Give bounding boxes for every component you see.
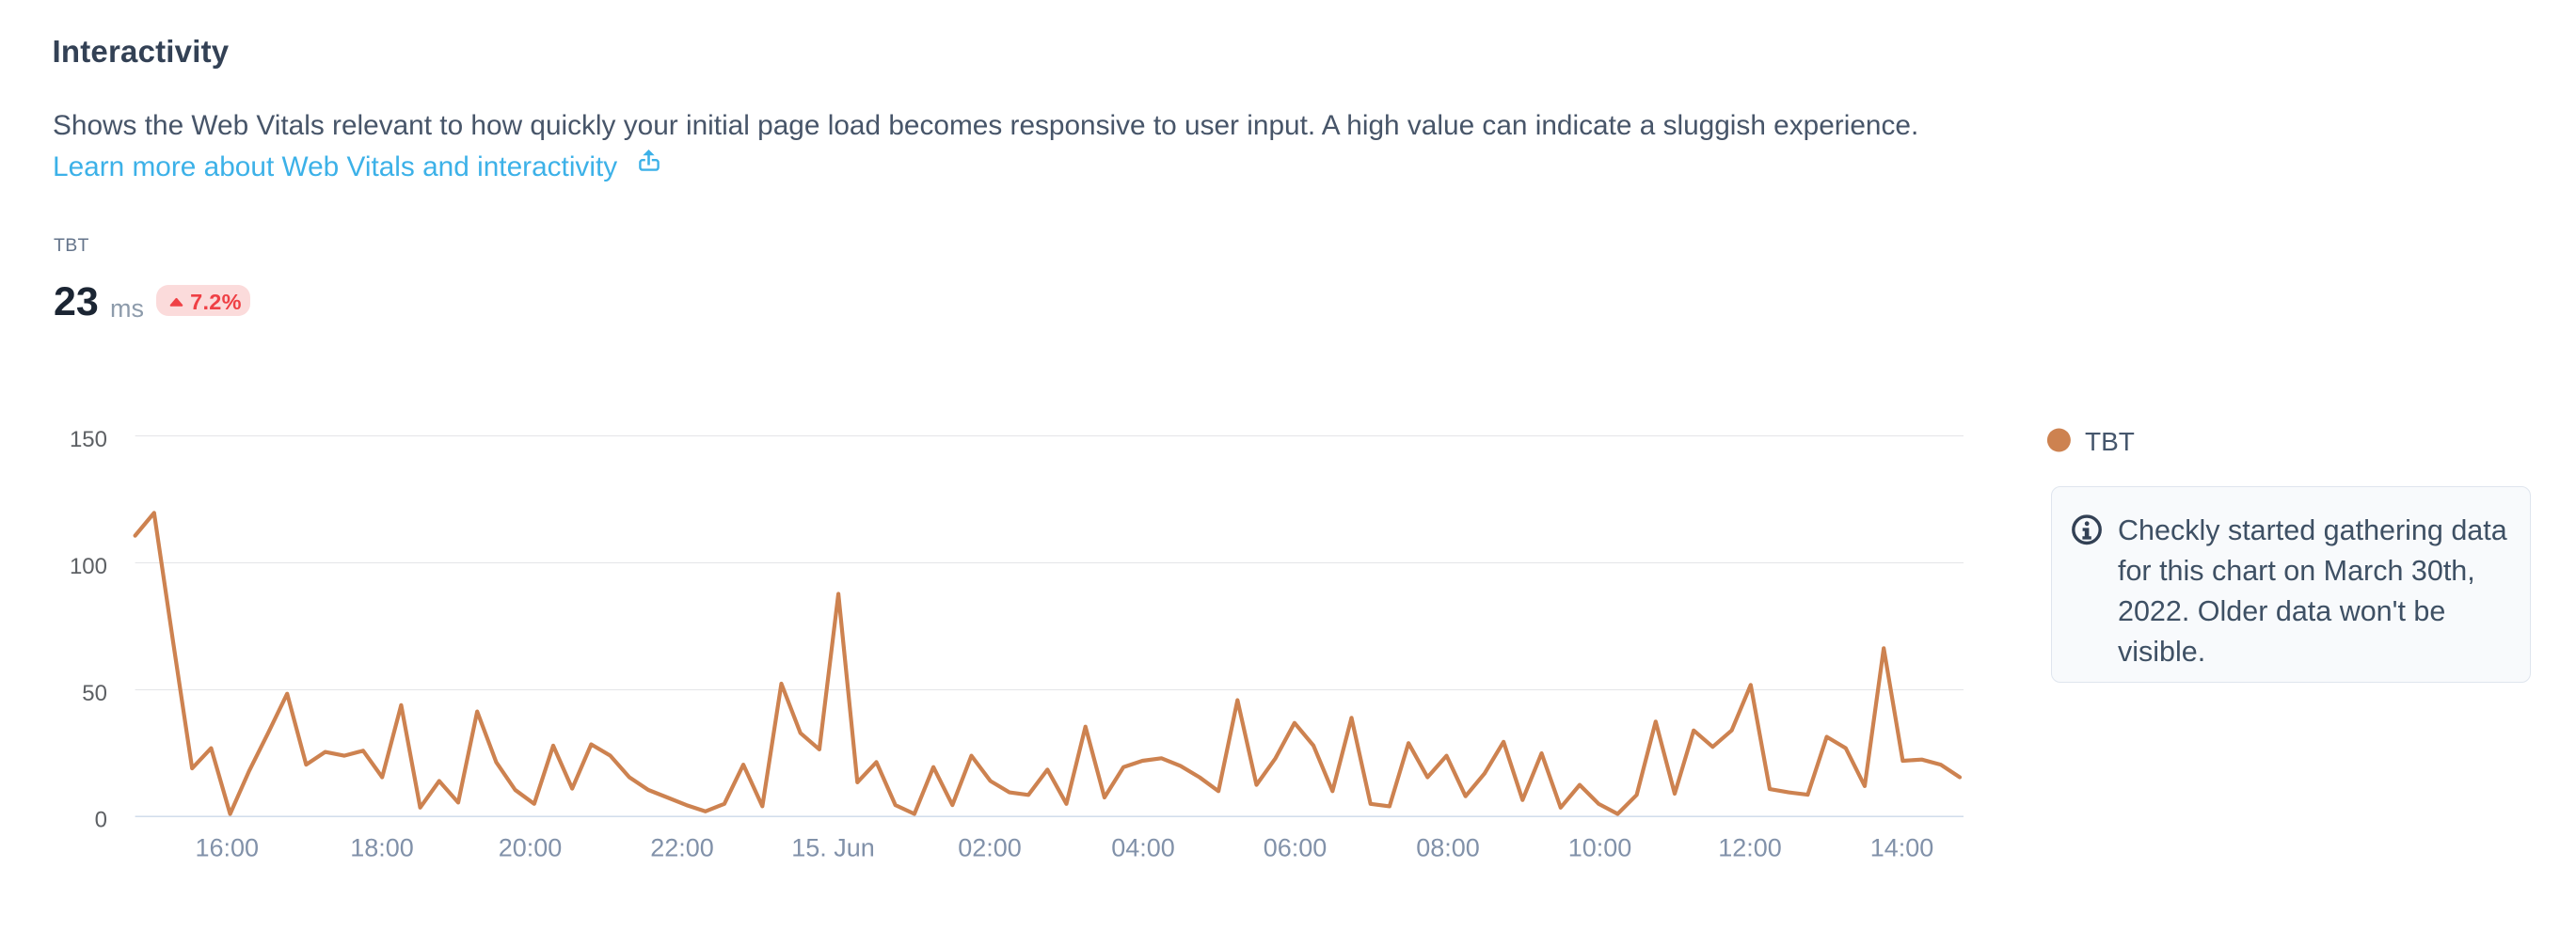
svg-text:100: 100 <box>70 554 107 579</box>
svg-text:02:00: 02:00 <box>958 834 1022 862</box>
svg-text:50: 50 <box>82 681 107 706</box>
svg-text:20:00: 20:00 <box>499 834 563 862</box>
svg-text:15. Jun: 15. Jun <box>791 834 875 862</box>
svg-text:16:00: 16:00 <box>196 834 260 862</box>
svg-text:18:00: 18:00 <box>350 834 414 862</box>
svg-text:10:00: 10:00 <box>1568 834 1632 862</box>
svg-text:04:00: 04:00 <box>1111 834 1175 862</box>
svg-text:150: 150 <box>70 427 107 452</box>
svg-text:06:00: 06:00 <box>1264 834 1328 862</box>
svg-text:14:00: 14:00 <box>1870 834 1934 862</box>
svg-text:22:00: 22:00 <box>650 834 714 862</box>
svg-text:08:00: 08:00 <box>1416 834 1480 862</box>
svg-text:12:00: 12:00 <box>1718 834 1782 862</box>
svg-text:0: 0 <box>95 808 107 833</box>
